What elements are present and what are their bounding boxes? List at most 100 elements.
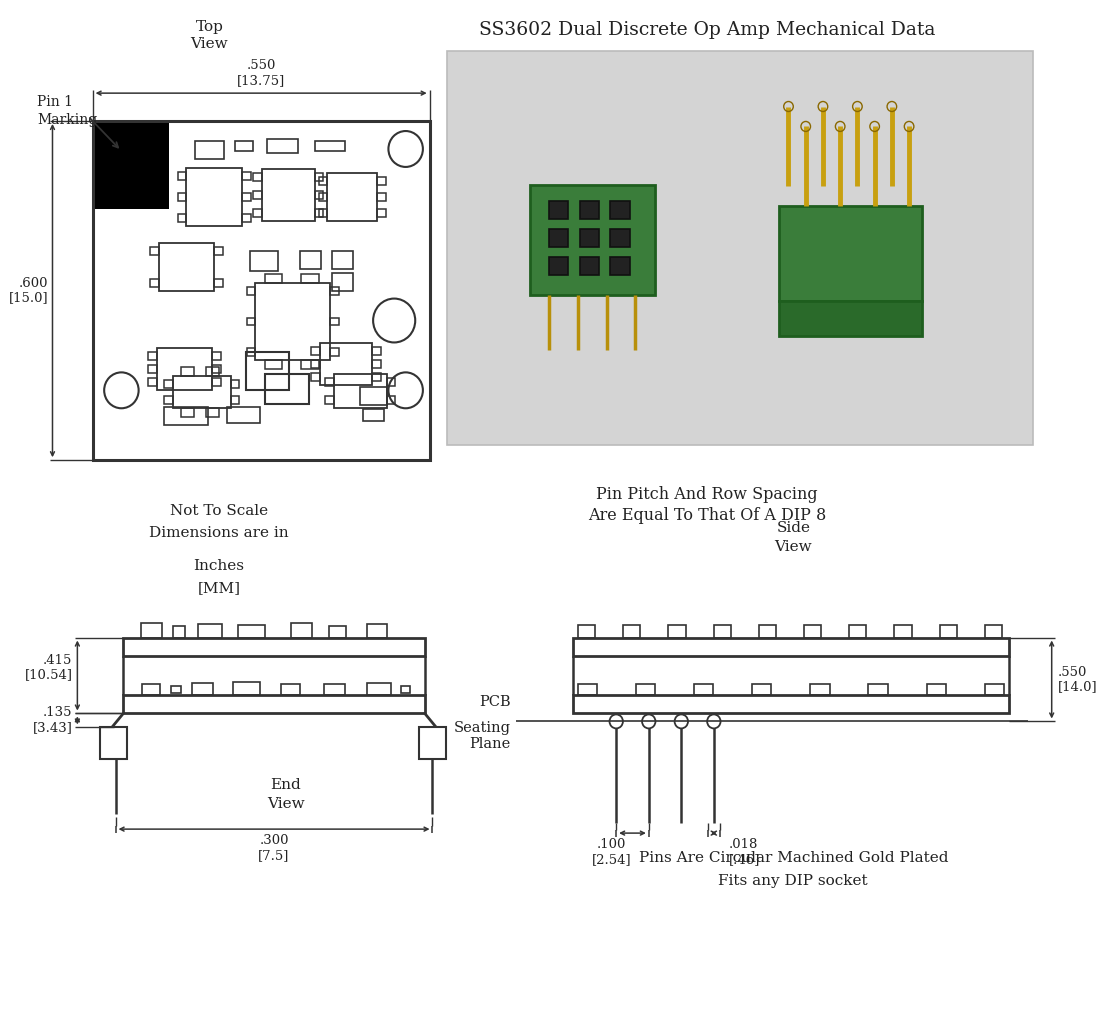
Bar xyxy=(387,396,396,405)
Bar xyxy=(262,169,314,221)
Bar xyxy=(850,625,866,638)
Bar xyxy=(255,283,330,360)
Text: Pins Are Circular Machined Gold Plated: Pins Are Circular Machined Gold Plated xyxy=(639,851,948,865)
Text: .600
[15.0]: .600 [15.0] xyxy=(9,277,48,304)
Bar xyxy=(151,246,158,255)
Bar xyxy=(178,214,187,222)
Text: Dimensions are in: Dimensions are in xyxy=(149,526,289,539)
Bar xyxy=(212,353,221,360)
Bar xyxy=(235,141,253,151)
Bar xyxy=(328,173,377,221)
Bar xyxy=(373,373,380,381)
Bar xyxy=(319,209,328,217)
Bar xyxy=(301,274,319,283)
Bar xyxy=(301,360,319,369)
Bar xyxy=(148,353,157,360)
Bar xyxy=(574,696,1009,714)
Bar xyxy=(530,186,655,295)
Text: .550
[13.75]: .550 [13.75] xyxy=(237,59,286,87)
Text: .550
[14.0]: .550 [14.0] xyxy=(1057,665,1097,694)
Bar xyxy=(363,410,384,421)
Bar xyxy=(636,683,655,696)
Text: .018
[.46]: .018 [.46] xyxy=(729,839,761,866)
Bar xyxy=(165,380,173,388)
Bar xyxy=(95,123,169,209)
Bar xyxy=(212,378,221,386)
Bar xyxy=(164,408,208,425)
Bar xyxy=(985,683,1003,696)
Text: Plane: Plane xyxy=(469,737,511,751)
Bar xyxy=(141,623,162,638)
Bar xyxy=(329,626,346,638)
Bar xyxy=(148,378,157,386)
Bar xyxy=(254,209,262,217)
Bar xyxy=(311,348,320,356)
Text: Are Equal To That Of A DIP 8: Are Equal To That Of A DIP 8 xyxy=(588,507,826,524)
Bar xyxy=(291,623,312,638)
Bar xyxy=(226,408,260,423)
Bar xyxy=(267,139,298,153)
Bar xyxy=(713,625,731,638)
Bar xyxy=(265,360,282,369)
Bar xyxy=(187,168,242,226)
Bar xyxy=(92,121,430,460)
Text: .135
[3.43]: .135 [3.43] xyxy=(33,707,73,734)
Bar xyxy=(332,273,353,291)
Bar xyxy=(578,683,597,696)
Text: .100
[2.54]: .100 [2.54] xyxy=(591,839,631,866)
Bar xyxy=(419,727,446,759)
Bar xyxy=(171,685,180,694)
Bar xyxy=(123,638,425,656)
Bar xyxy=(242,214,251,222)
Bar xyxy=(247,349,255,356)
Text: .415
[10.54]: .415 [10.54] xyxy=(24,654,73,681)
Bar xyxy=(758,625,776,638)
Bar xyxy=(151,279,158,287)
Bar xyxy=(249,250,278,271)
Bar xyxy=(214,279,223,287)
Bar xyxy=(373,360,380,368)
Bar xyxy=(254,191,262,199)
Text: Seating: Seating xyxy=(454,721,511,735)
Bar xyxy=(281,683,300,696)
Bar xyxy=(173,626,185,638)
Bar xyxy=(214,246,223,255)
Bar xyxy=(377,176,386,185)
Bar xyxy=(377,193,386,201)
Bar xyxy=(314,209,323,217)
Bar xyxy=(447,52,1033,445)
Text: Inches: Inches xyxy=(193,559,244,573)
Bar xyxy=(779,206,922,301)
Bar xyxy=(178,172,187,179)
Bar xyxy=(196,141,224,159)
Bar xyxy=(895,625,911,638)
Bar xyxy=(100,727,127,759)
Bar xyxy=(231,380,240,388)
Bar xyxy=(158,242,214,291)
Text: [MM]: [MM] xyxy=(198,581,241,595)
Bar xyxy=(803,625,821,638)
Bar xyxy=(325,396,334,405)
Bar xyxy=(206,409,219,417)
Text: PCB: PCB xyxy=(479,696,511,710)
Bar xyxy=(580,229,599,247)
Bar xyxy=(359,387,387,406)
Bar xyxy=(238,625,265,638)
Bar xyxy=(373,348,380,356)
Bar xyxy=(212,365,221,373)
Bar xyxy=(610,229,630,247)
Bar xyxy=(752,683,771,696)
Text: Pin 1
Marking: Pin 1 Marking xyxy=(37,95,98,127)
Bar xyxy=(610,202,630,219)
Bar xyxy=(330,287,338,295)
Bar xyxy=(367,624,387,638)
Bar xyxy=(550,229,568,247)
Bar xyxy=(779,301,922,336)
Bar xyxy=(580,202,599,219)
Bar xyxy=(940,625,957,638)
Bar xyxy=(550,258,568,275)
Bar xyxy=(377,209,386,217)
Bar xyxy=(148,365,157,373)
Text: .300
[7.5]: .300 [7.5] xyxy=(258,835,290,862)
Bar xyxy=(320,344,373,385)
